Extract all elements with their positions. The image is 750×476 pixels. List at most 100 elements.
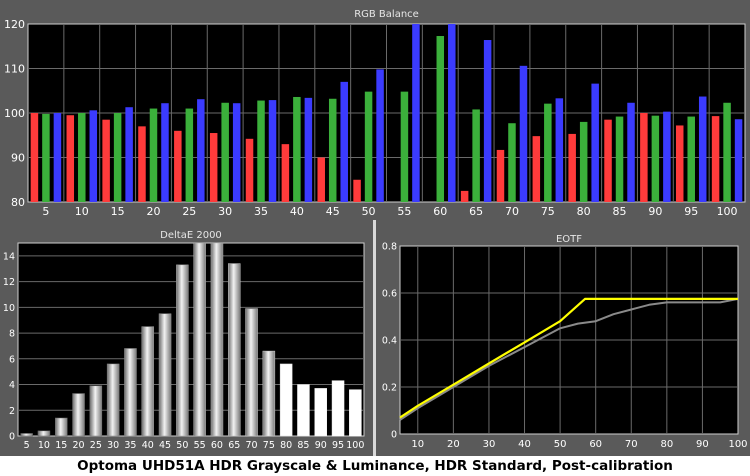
eotf-target-line <box>399 297 738 419</box>
chart-title: EOTF <box>556 234 582 245</box>
rgb-bar <box>102 119 110 202</box>
deltae-bar <box>106 363 120 437</box>
rgb-bar <box>257 100 265 202</box>
eotf-plot: EOTF 0 0.2 0.4 0.6 0.8 10 20 30 40 50 60 70 80 90 100 <box>382 234 748 450</box>
x-tick-label: 45 <box>159 440 171 451</box>
deltae-bar <box>349 389 362 437</box>
rgb-bar <box>519 65 528 202</box>
y-tick-label: 10 <box>3 303 15 314</box>
y-tick-label: 8 <box>9 329 15 340</box>
rgb-bar <box>555 98 564 202</box>
y-tick-label: 14 <box>3 251 15 262</box>
y-tick-label: 0.6 <box>382 289 397 300</box>
x-tick-label: 40 <box>518 439 531 450</box>
rgb-bar <box>268 100 277 202</box>
y-tick-label: 80 <box>11 196 25 209</box>
x-tick-label: 30 <box>107 440 119 451</box>
rgb-bar <box>364 91 373 202</box>
y-tick-label: 12 <box>3 277 15 288</box>
x-tick-label: 30 <box>218 205 232 218</box>
deltae-bar <box>158 313 172 437</box>
panel-divider <box>373 220 376 458</box>
rgb-bar <box>579 121 588 202</box>
x-tick-label: 75 <box>263 440 275 451</box>
rgb-bar <box>328 98 337 202</box>
rgb-bar <box>698 96 707 202</box>
rgb-bar <box>138 126 146 202</box>
rgb-bar <box>66 115 75 202</box>
x-tick-label: 50 <box>362 205 376 218</box>
x-tick-label: 40 <box>142 440 154 451</box>
x-tick-label: 100 <box>346 440 364 451</box>
rgb-bar <box>723 102 731 202</box>
x-tick-label: 80 <box>577 205 591 218</box>
rgb-bar <box>675 125 684 202</box>
rgb-bar <box>304 97 313 202</box>
y-tick-label: 0.4 <box>382 336 397 347</box>
x-tick-label: 80 <box>280 440 292 451</box>
rgb-bar <box>174 130 182 202</box>
x-tick-label: 75 <box>541 205 555 218</box>
deltae-bar <box>193 242 206 437</box>
plot-area <box>17 242 365 437</box>
y-tick-label: 0 <box>391 430 397 441</box>
figure-caption: Optoma UHD51A HDR Grayscale & Luminance,… <box>0 456 750 476</box>
deltae-bar <box>297 384 310 437</box>
deltae-bar <box>72 393 85 437</box>
x-tick-label: 20 <box>73 440 85 451</box>
x-tick-label: 10 <box>38 440 50 451</box>
rgb-bar <box>400 91 409 202</box>
x-tick-label: 60 <box>589 439 602 450</box>
rgb-bar <box>221 102 229 202</box>
rgb-bar <box>663 111 671 202</box>
deltae-bar <box>245 308 258 437</box>
y-tick-label: 120 <box>4 18 25 31</box>
rgb-bar <box>125 107 133 202</box>
rgb-bar <box>197 99 205 202</box>
x-tick-label: 30 <box>483 439 496 450</box>
rgb-bar <box>78 113 86 202</box>
x-tick-label: 15 <box>55 440 67 451</box>
x-tick-label: 60 <box>211 440 223 451</box>
x-tick-label: 5 <box>24 440 30 451</box>
rgb-bar <box>353 179 361 202</box>
rgb-bar <box>30 113 39 202</box>
x-tick-label: 25 <box>90 440 102 451</box>
x-tick-label: 95 <box>332 440 344 451</box>
x-tick-label: 50 <box>554 439 567 450</box>
eotf-measured-line <box>399 297 739 421</box>
deltae-bar <box>55 417 68 437</box>
y-tick-label: 0 <box>9 432 15 443</box>
deltae-bar <box>314 388 327 437</box>
rgb-bar <box>53 113 62 202</box>
x-tick-label: 90 <box>648 205 662 218</box>
rgb-bar <box>460 190 469 202</box>
deltae-bar <box>124 348 137 437</box>
rgb-bar <box>42 113 50 202</box>
rgb-bar <box>532 136 541 202</box>
deltae-bar <box>37 430 51 437</box>
x-tick-label: 55 <box>397 205 411 218</box>
deltae-bar <box>141 326 154 437</box>
x-tick-label: 80 <box>660 439 673 450</box>
rgb-bar <box>245 138 254 202</box>
rgb-bar <box>113 113 122 202</box>
eotf-chart: EOTF 0 0.2 0.4 0.6 0.8 10 20 30 40 50 60 70 80 90 100 <box>376 220 750 458</box>
rgb-bar <box>376 69 384 202</box>
rgb-bar <box>448 24 456 202</box>
rgb-bar <box>209 133 218 202</box>
rgb-bar <box>591 83 599 202</box>
x-tick-label: 100 <box>717 205 738 218</box>
rgb-bar <box>89 110 98 202</box>
x-tick-label: 70 <box>246 440 258 451</box>
rgb-bar <box>734 119 743 202</box>
x-tick-label: 20 <box>447 439 460 450</box>
y-tick-label: 2 <box>9 406 15 417</box>
x-tick-label: 85 <box>613 205 627 218</box>
x-tick-label: 90 <box>696 439 709 450</box>
x-tick-label: 50 <box>176 440 188 451</box>
x-tick-label: 45 <box>326 205 340 218</box>
rgb-bar <box>472 109 480 202</box>
x-tick-label: 35 <box>124 440 136 451</box>
x-tick-label: 70 <box>625 439 638 450</box>
